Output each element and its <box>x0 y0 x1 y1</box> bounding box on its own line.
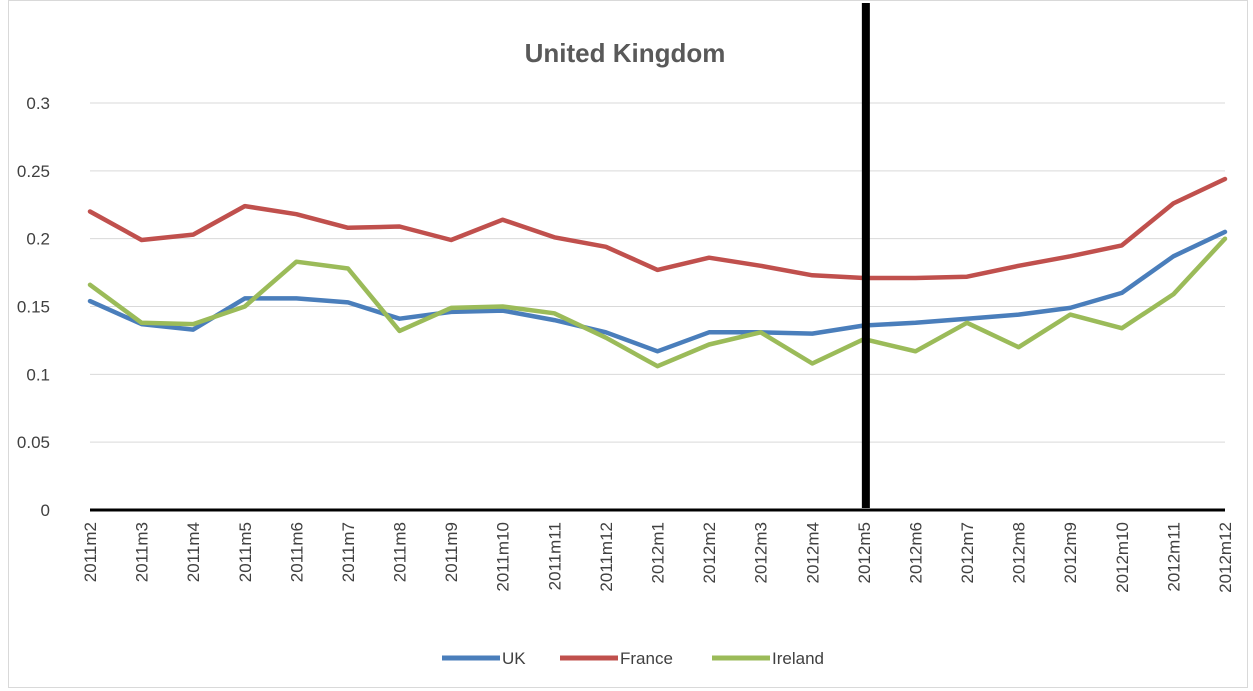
x-tick-label: 2012m1 <box>649 522 668 583</box>
y-tick-label: 0.05 <box>17 433 50 452</box>
x-tick-label: 2012m11 <box>1164 522 1183 592</box>
legend-label-uk: UK <box>502 649 526 668</box>
series-line-ireland <box>87 236 1228 369</box>
x-tick-label: 2012m7 <box>958 522 977 583</box>
y-tick-label: 0 <box>41 501 50 520</box>
series-lines <box>87 176 1228 369</box>
x-tick-label: 2011m6 <box>287 522 306 582</box>
y-tick-label: 0.25 <box>17 162 50 181</box>
x-tick-label: 2012m8 <box>1010 522 1029 583</box>
y-tick-label: 0.2 <box>26 230 50 249</box>
series-line-france <box>87 176 1228 281</box>
x-tick-label: 2011m9 <box>442 522 461 582</box>
x-tick-label: 2011m11 <box>545 522 564 590</box>
x-tick-label: 2012m3 <box>752 522 771 583</box>
x-tick-label: 2011m10 <box>494 522 513 592</box>
x-tick-label: 2012m5 <box>855 522 874 583</box>
chart-frame <box>8 0 1248 688</box>
chart-title: United Kingdom <box>525 38 726 68</box>
x-tick-label: 2011m5 <box>236 522 255 582</box>
x-tick-label: 2012m9 <box>1061 522 1080 583</box>
x-tick-label: 2011m8 <box>391 522 410 582</box>
y-tick-label: 0.3 <box>26 94 50 113</box>
x-tick-label: 2012m4 <box>803 522 822 583</box>
x-tick-label: 2012m12 <box>1216 522 1235 593</box>
x-tick-label: 2012m10 <box>1113 522 1132 593</box>
x-tick-label: 2011m12 <box>597 522 616 592</box>
x-axis-ticks: 2011m2 2011m3 2011m4 2011m5 2011m6 2011m7 2011… <box>81 522 1235 593</box>
y-axis-ticks: 0 0.05 0.1 0.15 0.2 0.25 0.3 <box>17 94 50 520</box>
x-tick-label: 2012m6 <box>906 522 925 583</box>
x-tick-label: 2011m3 <box>133 522 152 582</box>
series-line-uk <box>87 229 1228 354</box>
legend-label-ireland: Ireland <box>772 649 824 668</box>
x-tick-label: 2011m7 <box>339 522 358 582</box>
legend-label-france: France <box>620 649 673 668</box>
gridlines <box>90 102 1225 443</box>
x-tick-label: 2012m2 <box>700 522 719 583</box>
y-tick-label: 0.1 <box>26 365 50 384</box>
y-tick-label: 0.15 <box>17 298 50 317</box>
x-tick-label: 2011m2 <box>81 522 100 582</box>
legend: UK France Ireland <box>442 649 824 668</box>
x-tick-label: 2011m4 <box>184 522 203 582</box>
